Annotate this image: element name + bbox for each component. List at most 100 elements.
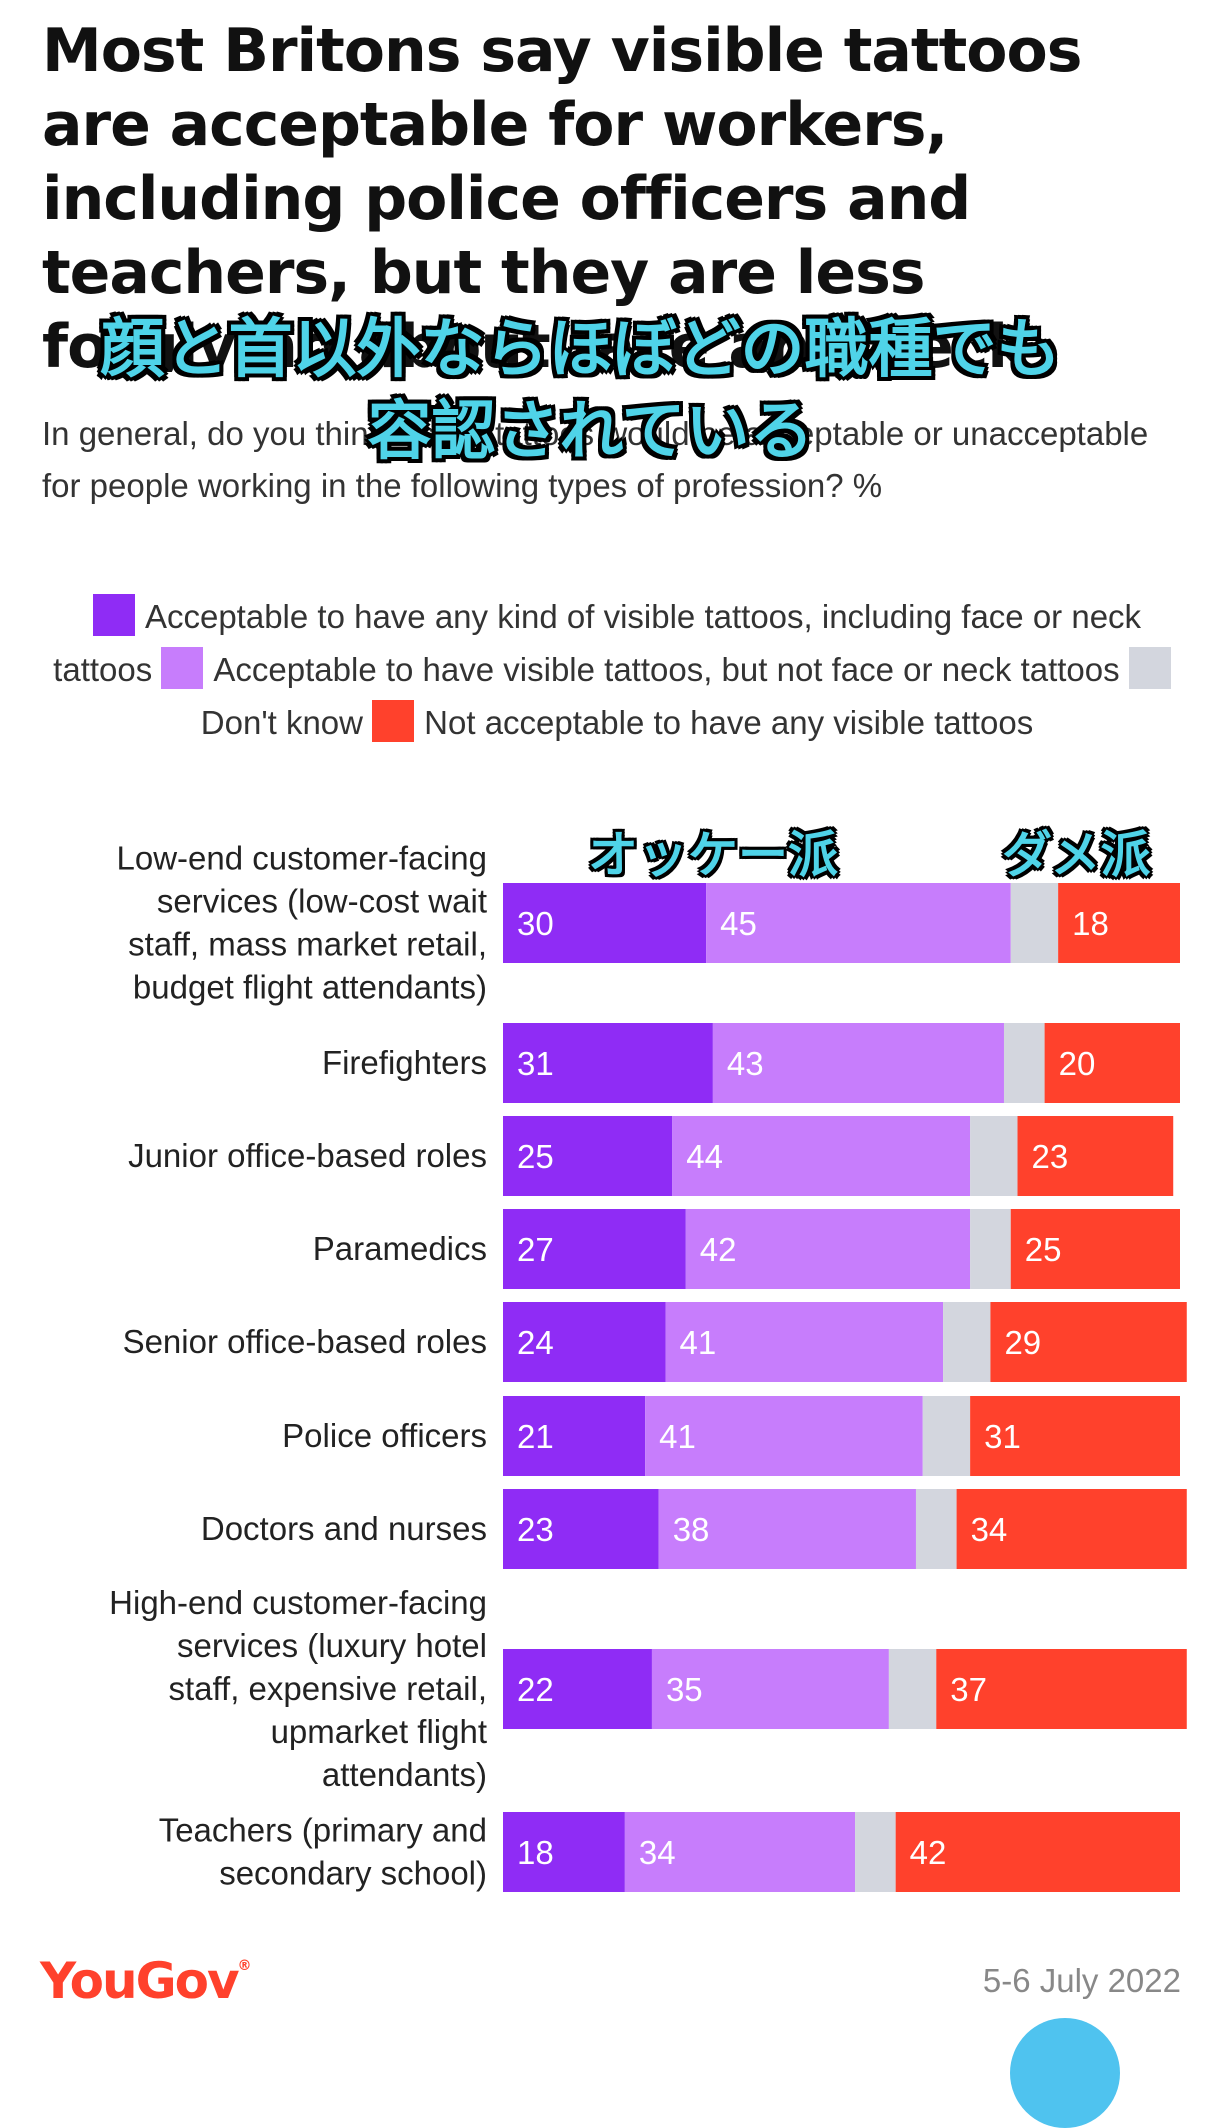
data-label: 35 [666,1671,703,1708]
category-label: upmarket flight [271,1713,487,1750]
legend-item: Not acceptable to have any visible tatto… [372,700,1034,742]
bar-segment [956,1489,1187,1569]
legend-item: Don't know [200,647,1181,741]
category-label: Police officers [282,1417,487,1454]
data-label: 34 [971,1511,1008,1548]
category-label: services (luxury hotel [177,1627,487,1664]
data-label: 24 [517,1324,554,1361]
bar-segment [665,1302,944,1382]
bar-segment [1010,1209,1180,1289]
bar-segment [970,1209,1011,1289]
bar-segment [624,1812,856,1892]
bar-segment [503,883,707,963]
category-label: Teachers (primary and [159,1812,487,1849]
data-label: 31 [984,1418,1021,1455]
category-label: Junior office-based roles [128,1137,487,1174]
bar-segment [503,1489,659,1569]
callout-not-acceptable: ダメ派 [1002,826,1151,884]
legend-label: Acceptable to have any kind of visible t… [53,598,1142,688]
data-label: 37 [950,1671,987,1708]
data-label: 22 [517,1671,554,1708]
data-label: 42 [700,1231,737,1268]
bar-segment [1017,1116,1174,1196]
data-label: 18 [517,1834,554,1871]
bar-segment [645,1396,923,1476]
registered-mark-icon: ® [237,1958,252,1974]
bar-segment [685,1209,971,1289]
legend-swatch [1128,647,1171,689]
data-label: 41 [659,1418,696,1455]
data-label: 31 [517,1045,554,1082]
legend-item: Acceptable to have visible tattoos, but … [161,647,1120,689]
data-label: 42 [910,1834,947,1871]
bar-segment [706,883,1011,963]
bar-segment [503,1649,652,1729]
category-label: staff, expensive retail, [168,1670,487,1707]
chart-title: Most Britons say visible tattoos are acc… [42,16,1082,372]
bar-segment [503,1116,673,1196]
data-label: 34 [639,1834,676,1871]
logo-text: YouGov [40,1952,240,2010]
chart-subtitle: In general, do you think visible tattoos… [42,415,1149,504]
legend-swatch [92,594,135,636]
bar-segment [895,1812,1180,1892]
legend-swatch [372,700,415,742]
data-label: 18 [1072,905,1109,942]
category-label: Low-end customer-facing [116,840,487,877]
data-label: 43 [727,1045,764,1082]
bar-segment [936,1649,1187,1729]
category-label: Paramedics [313,1230,487,1267]
category-label: Firefighters [322,1044,487,1081]
category-label: secondary school) [219,1855,487,1892]
data-label: 20 [1059,1045,1096,1082]
category-label: services (low-cost wait [157,883,487,920]
bar-segment [658,1489,916,1569]
data-label: 23 [517,1511,554,1548]
bar-segment [970,1116,1018,1196]
bar-segment [922,1396,971,1476]
bar-segment [1058,883,1180,963]
bar-segment [990,1302,1187,1382]
legend-label: Don't know [200,704,363,741]
data-label: 38 [673,1511,710,1548]
legend-label: Not acceptable to have any visible tatto… [424,704,1034,741]
data-label: 29 [1004,1324,1041,1361]
callout-acceptable: オッケー派 [588,826,838,884]
data-label: 25 [517,1138,554,1175]
overlay-caption-line-1: 顔と首以外ならほぼどの職種でも [100,313,1061,387]
category-label: High-end customer-facing [109,1584,487,1621]
bar-segment [1003,1023,1045,1103]
bar-segment [503,1396,646,1476]
legend-swatch [161,647,204,689]
data-label: 25 [1025,1231,1062,1268]
bar-segment [712,1023,1004,1103]
category-label: budget flight attendants) [133,969,487,1006]
legend-item: Acceptable to have any kind of visible t… [53,594,1142,688]
bar-segment [1010,883,1059,963]
data-label: 44 [686,1138,723,1175]
overlay-caption-line-2: 容認されている [367,395,814,469]
bar-segment [970,1396,1180,1476]
bar-segment [503,1302,666,1382]
stacked-bar-chart: Low-end customer-facing services (low-cos… [109,840,1187,1892]
bar-segment [503,1209,686,1289]
yougov-logo[interactable]: YouGov® [40,1952,252,2010]
data-label: 23 [1032,1138,1069,1175]
data-label: 27 [517,1231,554,1268]
bar-segment [855,1812,896,1892]
survey-date: 5-6 July 2022 [982,1962,1181,1999]
category-label: Senior office-based roles [123,1323,487,1360]
bar-segment [943,1302,991,1382]
bar-segment [651,1649,889,1729]
legend-label: Acceptable to have visible tattoos, but … [213,651,1120,688]
data-label: 45 [720,905,757,942]
data-label: 21 [517,1418,554,1455]
bar-segment [672,1116,971,1196]
floating-action-button[interactable] [1010,2018,1120,2128]
bar-segment [915,1489,957,1569]
category-label: Doctors and nurses [201,1510,487,1547]
bar-segment [1044,1023,1180,1103]
category-label: staff, mass market retail, [128,926,487,963]
data-label: 41 [679,1324,716,1361]
bar-segment [503,1023,713,1103]
